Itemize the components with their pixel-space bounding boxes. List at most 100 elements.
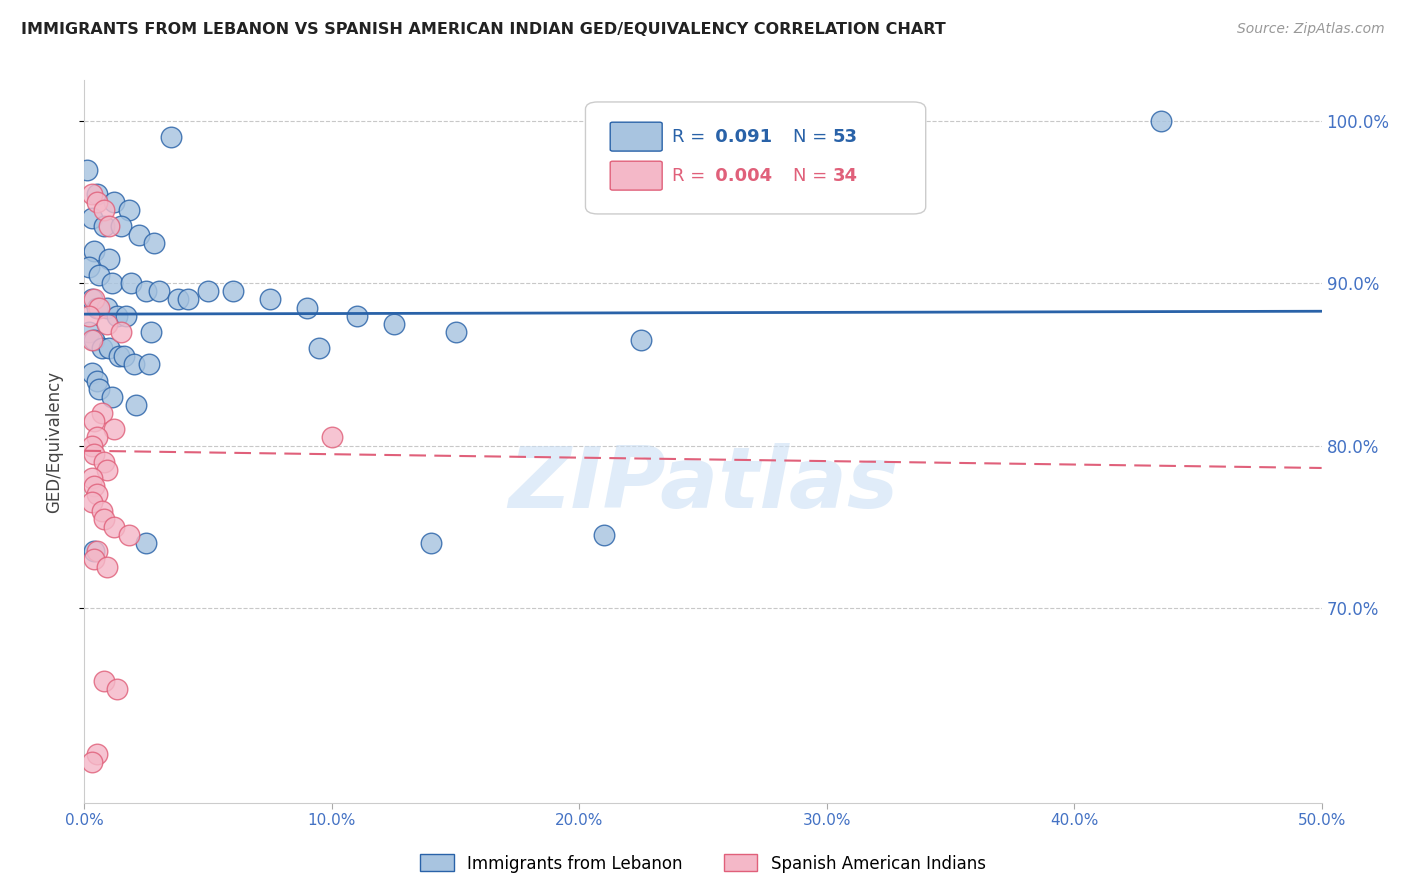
Point — [1150, 114, 1173, 128]
Point — [90, 406, 112, 420]
Point — [86, 374, 108, 388]
Point — [259, 293, 281, 307]
Point — [83, 244, 105, 258]
Point — [93, 219, 115, 234]
Point — [80, 366, 103, 380]
Point — [135, 536, 157, 550]
Point — [118, 203, 141, 218]
Point — [103, 195, 125, 210]
Point — [128, 227, 150, 242]
Point — [98, 219, 121, 234]
Point — [142, 235, 165, 250]
Point — [80, 439, 103, 453]
Text: 34: 34 — [832, 167, 858, 185]
Point — [118, 528, 141, 542]
FancyBboxPatch shape — [585, 102, 925, 214]
Point — [86, 487, 108, 501]
Point — [86, 747, 108, 761]
Point — [80, 755, 103, 769]
Point — [96, 560, 118, 574]
Point — [90, 503, 112, 517]
Point — [382, 317, 405, 331]
Text: ZIPatlas: ZIPatlas — [508, 443, 898, 526]
Point — [80, 186, 103, 201]
Point — [630, 333, 652, 347]
Point — [79, 260, 101, 274]
Point — [86, 301, 108, 315]
FancyBboxPatch shape — [610, 122, 662, 151]
Point — [167, 293, 190, 307]
Y-axis label: GED/Equivalency: GED/Equivalency — [45, 370, 63, 513]
Point — [80, 471, 103, 485]
Text: 53: 53 — [832, 128, 858, 145]
Point — [177, 293, 200, 307]
Point — [80, 211, 103, 226]
Text: N =: N = — [793, 128, 834, 145]
Point — [86, 195, 108, 210]
Point — [110, 325, 132, 339]
Point — [89, 301, 111, 315]
Text: N =: N = — [793, 167, 834, 185]
Point — [125, 398, 148, 412]
Point — [89, 268, 111, 282]
Point — [98, 252, 121, 266]
Point — [86, 186, 108, 201]
Point — [222, 285, 245, 299]
Point — [115, 309, 138, 323]
Point — [141, 325, 163, 339]
Point — [83, 293, 105, 307]
Point — [98, 341, 121, 355]
Point — [83, 552, 105, 566]
Point — [96, 301, 118, 315]
Point — [76, 162, 98, 177]
Point — [103, 422, 125, 436]
Point — [93, 673, 115, 688]
Point — [96, 463, 118, 477]
Point — [444, 325, 467, 339]
Point — [86, 430, 108, 444]
Point — [80, 293, 103, 307]
Point — [89, 382, 111, 396]
Text: IMMIGRANTS FROM LEBANON VS SPANISH AMERICAN INDIAN GED/EQUIVALENCY CORRELATION C: IMMIGRANTS FROM LEBANON VS SPANISH AMERI… — [21, 22, 946, 37]
Point — [135, 285, 157, 299]
Text: R =: R = — [672, 128, 711, 145]
Point — [103, 520, 125, 534]
Point — [346, 309, 368, 323]
Point — [93, 511, 115, 525]
Point — [80, 333, 103, 347]
Point — [96, 317, 118, 331]
Point — [105, 309, 128, 323]
Point — [112, 349, 135, 363]
Point — [120, 277, 142, 291]
Point — [160, 130, 183, 145]
FancyBboxPatch shape — [610, 161, 662, 190]
Point — [93, 203, 115, 218]
Point — [100, 390, 122, 404]
Point — [90, 341, 112, 355]
Point — [93, 455, 115, 469]
Point — [110, 219, 132, 234]
Point — [105, 682, 128, 697]
Point — [321, 430, 343, 444]
Point — [83, 479, 105, 493]
Point — [308, 341, 330, 355]
Point — [197, 285, 219, 299]
Point — [419, 536, 441, 550]
Point — [138, 358, 160, 372]
Point — [83, 414, 105, 428]
Point — [83, 333, 105, 347]
Point — [83, 544, 105, 558]
Point — [100, 277, 122, 291]
Point — [295, 301, 318, 315]
Point — [86, 544, 108, 558]
Text: 0.091: 0.091 — [709, 128, 772, 145]
Text: R =: R = — [672, 167, 711, 185]
Point — [108, 349, 131, 363]
Legend: Immigrants from Lebanon, Spanish American Indians: Immigrants from Lebanon, Spanish America… — [413, 847, 993, 880]
Text: 0.004: 0.004 — [709, 167, 772, 185]
Point — [122, 358, 145, 372]
Point — [80, 495, 103, 509]
Point — [593, 528, 616, 542]
Point — [148, 285, 170, 299]
Point — [83, 447, 105, 461]
